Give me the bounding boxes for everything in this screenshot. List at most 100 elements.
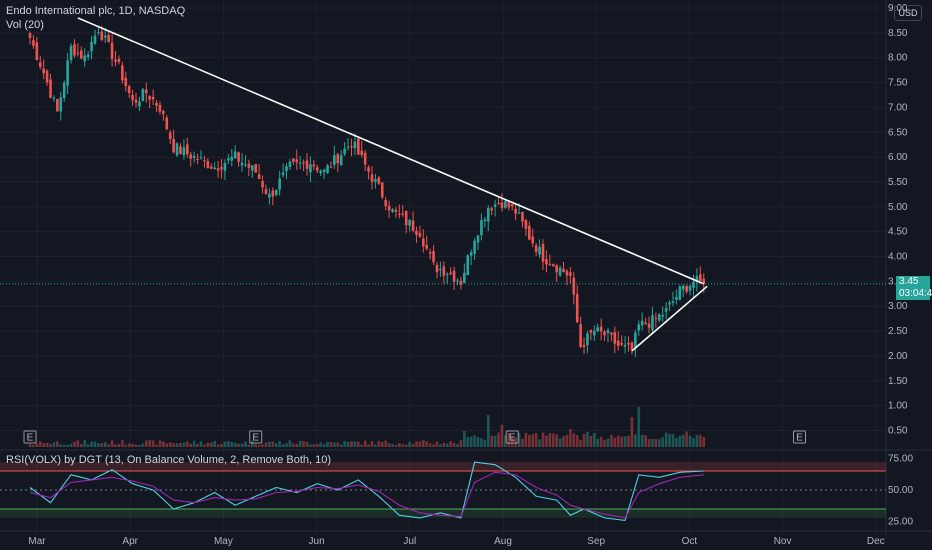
earnings-marker: E	[505, 430, 519, 444]
candle-body	[223, 163, 227, 171]
earnings-badge	[505, 430, 519, 444]
candle-body	[545, 259, 548, 265]
volume-bar	[555, 434, 558, 447]
volume-bar	[531, 434, 535, 447]
rsi-signal-line	[29, 471, 704, 519]
candle-body	[415, 230, 418, 235]
volume-bar	[295, 443, 299, 447]
volume-bar	[363, 440, 367, 447]
volume-bar	[251, 440, 254, 447]
candle-body	[336, 154, 340, 164]
volume-bar	[411, 444, 415, 447]
volume-bar	[623, 436, 627, 447]
candle-body	[654, 317, 658, 319]
candle-body	[599, 326, 603, 332]
candle-body	[227, 158, 230, 161]
volume-bar	[401, 444, 405, 447]
candle-body	[69, 45, 73, 61]
volume-bar	[558, 438, 562, 447]
candle-body	[695, 276, 699, 283]
currency-button[interactable]: USD	[894, 5, 922, 21]
candle-body	[319, 170, 322, 174]
candle-body	[298, 162, 302, 164]
candle-body	[634, 332, 637, 349]
volume-bar	[398, 442, 401, 447]
volume-bar	[274, 443, 278, 447]
time-tick-label: Sep	[587, 536, 605, 547]
volume-bar	[620, 436, 623, 447]
candle-body	[466, 255, 470, 276]
candle-body	[148, 95, 151, 100]
volume-bar	[257, 444, 261, 447]
candle-body	[500, 202, 504, 208]
candle-body	[428, 252, 432, 254]
candle-body	[452, 270, 456, 282]
candle-body	[76, 52, 80, 54]
candle-body	[657, 314, 661, 321]
candle-body	[582, 344, 586, 347]
volume-bar	[66, 444, 69, 447]
volume-bar	[493, 435, 497, 447]
volume-bar	[483, 440, 487, 447]
candle-body	[268, 193, 271, 198]
volume-bar	[336, 442, 340, 447]
candle-body	[610, 332, 613, 335]
volume-bar	[124, 444, 128, 447]
candle-body	[240, 162, 244, 166]
volume-bar	[425, 441, 429, 447]
volume-bar	[172, 443, 175, 447]
candle-body	[521, 211, 524, 222]
candle-body	[688, 285, 692, 291]
volume-bar	[59, 444, 63, 447]
volume-bar	[62, 444, 66, 447]
candle-body	[346, 146, 350, 148]
volume-bar	[524, 432, 528, 447]
price-tick-label: 2.50	[888, 326, 908, 337]
volume-bar	[422, 440, 425, 447]
candle-body	[692, 281, 695, 288]
candle-body	[189, 154, 193, 159]
volume-bar	[35, 443, 39, 447]
volume-bar	[476, 437, 480, 447]
candle-body	[422, 238, 425, 247]
volume-bar	[507, 433, 511, 447]
gridlines	[0, 0, 886, 535]
volume-bar	[439, 444, 442, 447]
candle-body	[206, 160, 210, 169]
volume-bar	[357, 441, 360, 447]
candle-body	[326, 165, 329, 173]
volume-bar	[394, 444, 398, 447]
volume-bar	[114, 444, 117, 447]
volume-bar	[551, 433, 555, 447]
candle-body	[329, 166, 333, 168]
earnings-marker: E	[793, 430, 806, 444]
candle-body	[401, 213, 405, 215]
volume-bar	[692, 437, 695, 447]
candle-body	[664, 308, 668, 312]
volume-bar	[285, 443, 288, 447]
price-tick-label: 9.00	[888, 3, 908, 14]
candle-body	[586, 333, 589, 346]
volume-bar	[326, 442, 329, 447]
candle-body	[172, 138, 175, 153]
volume-bar	[562, 436, 565, 447]
volume-bar	[134, 444, 138, 447]
volume-bar	[702, 437, 706, 447]
volume-bar	[333, 442, 336, 447]
candle-body	[463, 272, 466, 283]
candle-body	[548, 264, 552, 266]
time-tick-label: Nov	[774, 536, 792, 547]
volume-bar	[80, 443, 83, 447]
candle-body	[524, 220, 528, 229]
price-tick-label: 6.00	[888, 152, 908, 163]
volume-bar	[268, 441, 271, 447]
volume-bar	[237, 443, 240, 447]
price-tick-label: 0.50	[888, 425, 908, 436]
volume-bar	[97, 443, 100, 447]
candle-body	[134, 99, 138, 103]
volume-bar	[247, 444, 251, 447]
volume-bar	[500, 425, 504, 447]
volume-bar	[418, 441, 422, 447]
candle-body	[668, 302, 671, 305]
